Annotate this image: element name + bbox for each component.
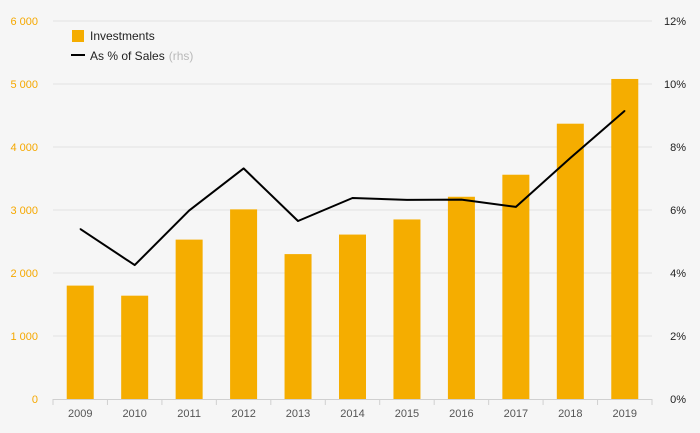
bar-2017 bbox=[502, 174, 530, 399]
bar-2019 bbox=[611, 78, 639, 400]
x-tick-label: 2015 bbox=[395, 408, 419, 420]
line-point-2016 bbox=[460, 199, 463, 201]
right-tick-label: 0% bbox=[670, 394, 686, 406]
left-tick-label: 5 000 bbox=[10, 79, 38, 91]
line-series bbox=[79, 110, 626, 267]
x-tick-label: 2014 bbox=[340, 408, 364, 420]
legend-label-sales-pct-suffix: (rhs) bbox=[169, 49, 194, 63]
legend-label-investments: Investments bbox=[90, 29, 155, 43]
right-axis-ticks: 0% 2% 4% 6% 8% 10% 12% bbox=[664, 16, 686, 406]
bar-2018 bbox=[556, 123, 584, 399]
line-point-2019 bbox=[624, 110, 626, 112]
axes bbox=[52, 399, 653, 405]
bar-2016 bbox=[447, 196, 475, 399]
bar-2009 bbox=[66, 285, 94, 399]
x-tick-label: 2013 bbox=[286, 408, 310, 420]
line-point-2018 bbox=[569, 157, 571, 159]
bar-2011 bbox=[175, 239, 203, 399]
grid-lines bbox=[53, 20, 652, 337]
line-point-2012 bbox=[242, 167, 245, 170]
right-tick-label: 6% bbox=[670, 205, 686, 217]
left-tick-label: 1 000 bbox=[10, 331, 38, 343]
x-tick-label: 2010 bbox=[122, 408, 146, 420]
right-tick-label: 12% bbox=[664, 16, 686, 28]
line-point-2017 bbox=[515, 206, 517, 208]
x-tick-label: 2017 bbox=[504, 408, 528, 420]
x-tick-label: 2019 bbox=[613, 408, 637, 420]
line-point-2014 bbox=[351, 197, 354, 199]
bar-2013 bbox=[284, 254, 312, 399]
x-tick-label: 2018 bbox=[558, 408, 582, 420]
x-axis-ticks: 2009 2010 2011 2012 2013 2014 2015 2016 2017 2018… bbox=[68, 408, 637, 420]
x-tick-label: 2012 bbox=[231, 408, 255, 420]
bar-2012 bbox=[230, 209, 258, 399]
left-tick-label: 0 bbox=[32, 394, 38, 406]
bar-2010 bbox=[121, 295, 149, 399]
line-point-2009 bbox=[79, 228, 81, 230]
legend: Investments As % of Sales (rhs) bbox=[71, 29, 193, 63]
bar-2014 bbox=[339, 234, 366, 399]
right-tick-label: 2% bbox=[670, 331, 686, 343]
line-point-2011 bbox=[188, 210, 190, 212]
legend-label-sales-pct-name: As % of Sales bbox=[90, 49, 165, 63]
bars bbox=[66, 78, 639, 400]
left-tick-label: 3 000 bbox=[10, 205, 38, 217]
x-tick-label: 2011 bbox=[177, 408, 201, 420]
x-tick-label: 2016 bbox=[449, 408, 473, 420]
line-point-2010 bbox=[134, 264, 136, 266]
left-tick-label: 6 000 bbox=[10, 16, 38, 28]
right-tick-label: 4% bbox=[670, 268, 686, 280]
legend-label-sales-pct: As % of Sales (rhs) bbox=[90, 49, 193, 63]
left-tick-label: 4 000 bbox=[10, 142, 38, 154]
legend-swatch-investments bbox=[72, 30, 84, 42]
right-tick-label: 10% bbox=[664, 79, 686, 91]
bar-2015 bbox=[393, 219, 421, 399]
left-axis-ticks: 0 1 000 2 000 3 000 4 000 5 000 6 000 bbox=[10, 16, 38, 406]
right-tick-label: 8% bbox=[670, 142, 686, 154]
line-point-2013 bbox=[297, 220, 299, 222]
line-point-2015 bbox=[406, 199, 408, 201]
left-tick-label: 2 000 bbox=[10, 268, 38, 280]
x-tick-label: 2009 bbox=[68, 408, 92, 420]
